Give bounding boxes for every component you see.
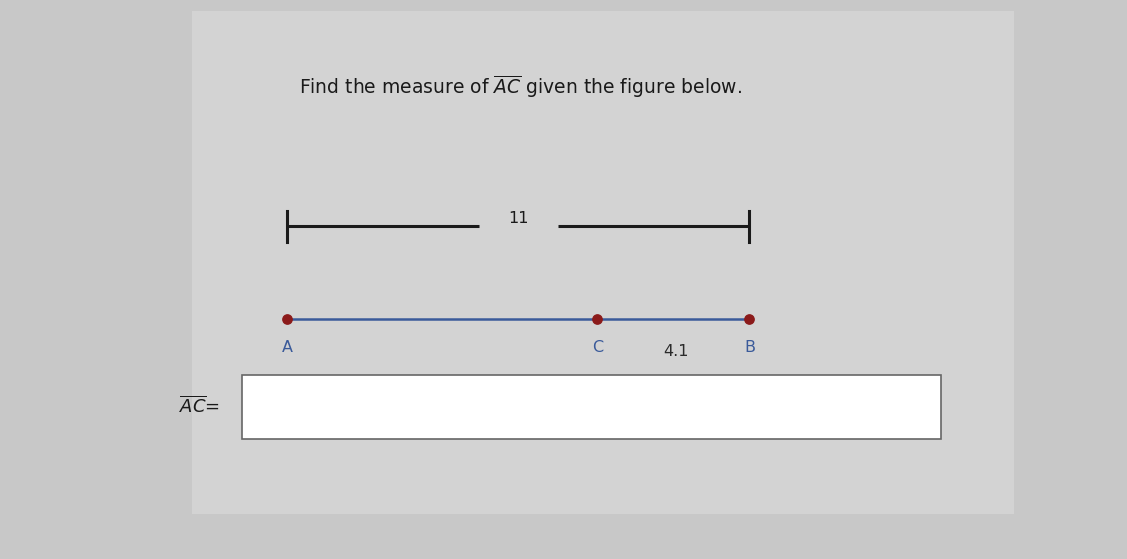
Bar: [192, 11, 1014, 514]
Text: C: C: [592, 340, 603, 355]
Text: Find the measure of $\overline{AC}$ given the figure below.: Find the measure of $\overline{AC}$ give…: [299, 73, 742, 100]
Bar: [242, 375, 941, 439]
Text: 4.1: 4.1: [664, 344, 689, 359]
Point: [278, 314, 296, 323]
Point: [740, 314, 758, 323]
Text: A: A: [282, 340, 293, 355]
Point: [588, 314, 606, 323]
Text: B: B: [744, 340, 755, 355]
Text: 11: 11: [508, 211, 529, 225]
Text: $\overline{AC}$=: $\overline{AC}$=: [179, 396, 220, 417]
